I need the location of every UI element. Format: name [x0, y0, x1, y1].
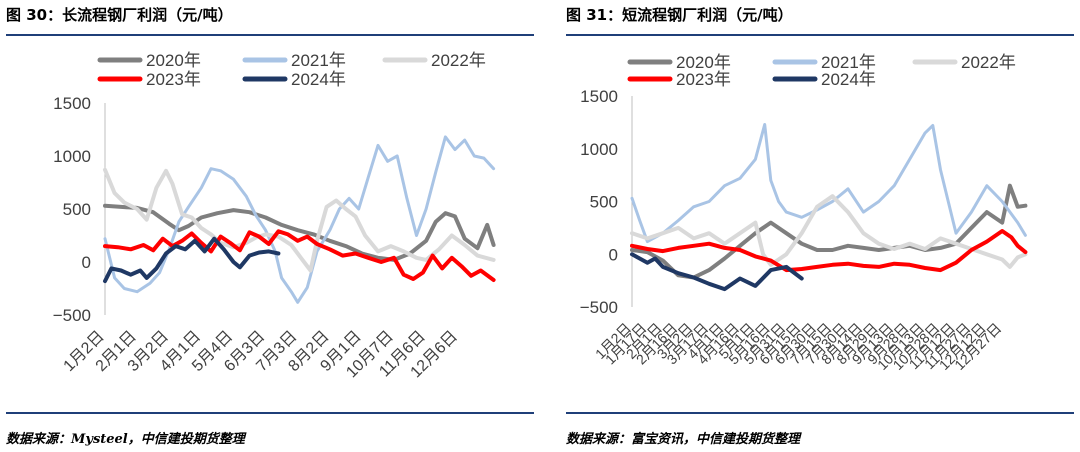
series-line-2021年 — [630, 123, 1027, 244]
series-line-2020年 — [630, 183, 1028, 280]
y-tick-label: 0 — [82, 253, 91, 272]
source-note: 数据来源：Mysteel，中信建投期货整理 — [6, 432, 245, 447]
figure-title: 图 31：短流程钢厂利润（元/吨） — [566, 6, 793, 24]
line-chart-short-process: 150010005000−5001月2日1月17日2月1日2月16日3月2日3月… — [580, 53, 1028, 373]
source-note: 数据来源：富宝资讯，中信建投期货整理 — [566, 432, 801, 447]
series-line-2021年 — [103, 135, 496, 304]
y-tick-label: 500 — [63, 200, 91, 219]
legend-label: 2022年 — [961, 53, 1016, 72]
series-line-2024年 — [630, 252, 804, 292]
legend-label: 2020年 — [146, 51, 201, 70]
y-tick-label: 0 — [609, 245, 618, 264]
legend-label: 2021年 — [291, 51, 346, 70]
y-tick-label: 1000 — [580, 140, 618, 159]
y-tick-label: 1500 — [53, 94, 91, 113]
legend-label: 2023年 — [676, 70, 731, 89]
legend-label: 2020年 — [676, 53, 731, 72]
series-line-2022年 — [103, 167, 496, 273]
bottom-rule — [566, 412, 1074, 414]
bottom-rule — [6, 412, 534, 414]
legend-label: 2023年 — [146, 70, 201, 89]
legend-label: 2022年 — [431, 51, 486, 70]
legend-label: 2024年 — [291, 70, 346, 89]
y-tick-label: 1500 — [580, 87, 618, 106]
top-rule — [566, 34, 1074, 36]
top-rule — [6, 34, 534, 36]
figure-title: 图 30：长流程钢厂利润（元/吨） — [6, 6, 233, 24]
legend-label: 2024年 — [821, 70, 876, 89]
y-tick-label: −500 — [53, 306, 91, 325]
series-line-2023年 — [630, 229, 1028, 273]
legend-label: 2021年 — [821, 53, 876, 72]
series-line-2022年 — [630, 194, 1028, 269]
y-tick-label: 500 — [590, 193, 618, 212]
line-chart-long-process: 150010005000−5001月2日2月1日3月2日4月1日5月4日6月3日… — [53, 51, 496, 381]
y-tick-label: −500 — [580, 298, 618, 317]
series-line-2024年 — [103, 236, 281, 284]
y-tick-label: 1000 — [53, 147, 91, 166]
